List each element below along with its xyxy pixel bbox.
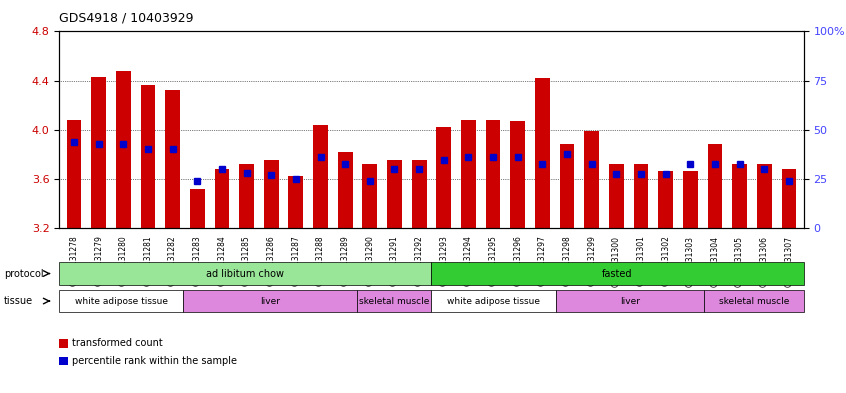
Text: white adipose tissue: white adipose tissue xyxy=(447,297,540,305)
Text: protocol: protocol xyxy=(4,268,44,279)
Bar xyxy=(535,78,550,228)
Bar xyxy=(437,127,451,228)
Bar xyxy=(634,164,648,228)
Bar xyxy=(288,176,303,228)
Bar xyxy=(140,85,156,228)
Bar xyxy=(165,90,180,228)
Bar xyxy=(658,171,673,228)
Bar xyxy=(560,145,574,228)
Text: GDS4918 / 10403929: GDS4918 / 10403929 xyxy=(59,12,194,25)
Text: liver: liver xyxy=(261,297,280,305)
Bar xyxy=(732,164,747,228)
Text: ad libitum chow: ad libitum chow xyxy=(206,268,284,279)
Bar xyxy=(387,160,402,228)
Bar xyxy=(510,121,525,228)
Bar xyxy=(116,71,131,228)
Bar xyxy=(486,120,501,228)
Text: skeletal muscle: skeletal muscle xyxy=(359,297,430,305)
Bar xyxy=(782,169,796,228)
Bar xyxy=(585,131,599,228)
Text: skeletal muscle: skeletal muscle xyxy=(719,297,789,305)
Bar xyxy=(707,145,722,228)
Bar xyxy=(757,164,772,228)
Bar xyxy=(362,164,377,228)
Bar xyxy=(91,77,106,228)
Bar xyxy=(412,160,426,228)
Text: percentile rank within the sample: percentile rank within the sample xyxy=(72,356,237,366)
Text: white adipose tissue: white adipose tissue xyxy=(74,297,168,305)
Bar xyxy=(683,171,698,228)
Bar xyxy=(190,189,205,228)
Bar xyxy=(338,152,353,228)
Bar xyxy=(313,125,328,228)
Text: transformed count: transformed count xyxy=(72,338,162,349)
Text: tissue: tissue xyxy=(4,296,33,306)
Bar xyxy=(461,120,475,228)
Bar xyxy=(264,160,278,228)
Text: fasted: fasted xyxy=(602,268,633,279)
Bar xyxy=(215,169,229,228)
Bar xyxy=(67,120,81,228)
Bar xyxy=(239,164,254,228)
Bar xyxy=(609,164,624,228)
Text: liver: liver xyxy=(620,297,640,305)
